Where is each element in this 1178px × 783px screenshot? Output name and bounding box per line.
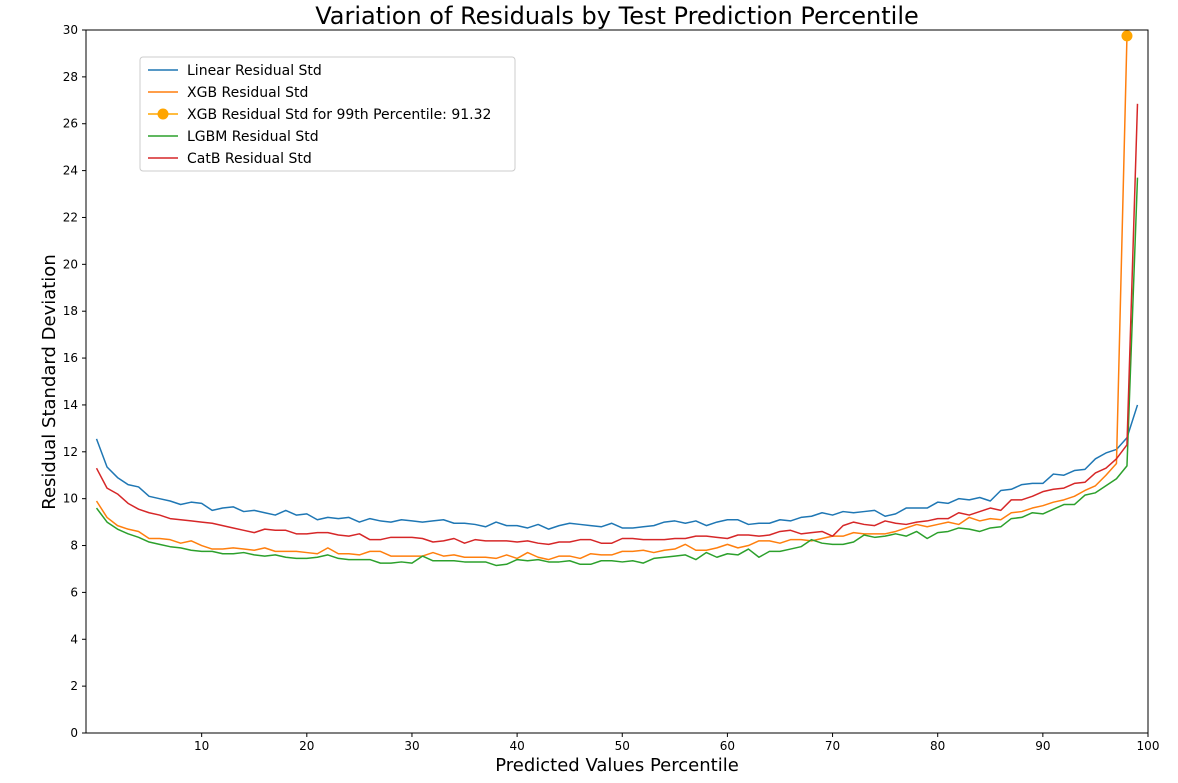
legend-label: LGBM Residual Std <box>187 129 319 145</box>
x-axis-label: Predicted Values Percentile <box>495 755 739 776</box>
plot-frame <box>85 29 1149 734</box>
legend-box <box>139 56 516 172</box>
y-tick-label: 16 <box>63 351 78 365</box>
x-tick-label: 40 <box>509 739 524 753</box>
legend-label: Linear Residual Std <box>187 63 322 79</box>
legend: Linear Residual Std XGB Residual Std XGB R… <box>139 56 516 172</box>
y-tick-label: 30 <box>63 23 78 37</box>
x-tick-label: 60 <box>720 739 735 753</box>
x-tick-label: 90 <box>1035 739 1050 753</box>
legend-label: CatB Residual Std <box>187 151 312 167</box>
series-line-4 <box>95 103 1139 546</box>
x-tick-label: 30 <box>404 739 419 753</box>
y-tick-label: 28 <box>63 70 78 84</box>
y-tick-label: 2 <box>70 679 78 693</box>
legend-marker <box>157 108 169 120</box>
plot-area <box>95 30 1139 567</box>
y-tick-label: 4 <box>70 632 78 646</box>
y-tick-label: 12 <box>63 445 78 459</box>
legend-label: XGB Residual Std <box>187 85 308 101</box>
x-tick-label: 100 <box>1137 739 1160 753</box>
series-line-2 <box>95 35 1128 561</box>
x-axis: 10 20 30 40 50 60 70 80 90 100 <box>194 733 1159 753</box>
y-tick-label: 14 <box>63 398 78 412</box>
y-tick-label: 22 <box>63 210 78 224</box>
y-tick-label: 0 <box>70 726 78 740</box>
x-tick-label: 70 <box>825 739 840 753</box>
highlight-point-marker <box>1121 30 1133 42</box>
y-tick-label: 8 <box>70 539 78 553</box>
y-tick-label: 24 <box>63 164 78 178</box>
chart-title: Variation of Residuals by Test Predictio… <box>315 2 919 30</box>
y-tick-label: 10 <box>63 492 78 506</box>
y-tick-label: 26 <box>63 117 78 131</box>
x-tick-label: 80 <box>930 739 945 753</box>
y-axis-label: Residual Standard Deviation <box>39 254 60 509</box>
y-tick-label: 20 <box>63 257 78 271</box>
legend-label: XGB Residual Std for 99th Percentile: 91… <box>187 107 491 123</box>
y-tick-label: 6 <box>70 585 78 599</box>
x-tick-label: 20 <box>299 739 314 753</box>
series-line-1 <box>95 404 1139 530</box>
x-tick-label: 50 <box>615 739 630 753</box>
series-line-3 <box>95 177 1139 567</box>
x-tick-label: 10 <box>194 739 209 753</box>
y-tick-label: 18 <box>63 304 78 318</box>
